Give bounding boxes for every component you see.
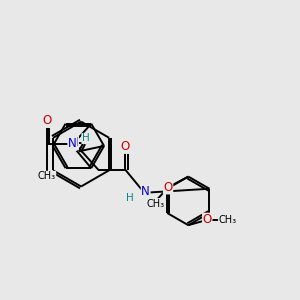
Text: CH₃: CH₃ <box>38 171 56 181</box>
Text: N: N <box>68 137 77 150</box>
Text: O: O <box>164 181 173 194</box>
Text: O: O <box>202 213 212 226</box>
Text: O: O <box>42 114 51 128</box>
Text: H: H <box>126 193 133 203</box>
Text: CH₃: CH₃ <box>147 199 165 208</box>
Text: N: N <box>141 185 150 198</box>
Text: N: N <box>70 136 78 149</box>
Text: H: H <box>82 134 90 143</box>
Text: O: O <box>121 140 130 153</box>
Text: CH₃: CH₃ <box>218 215 237 225</box>
